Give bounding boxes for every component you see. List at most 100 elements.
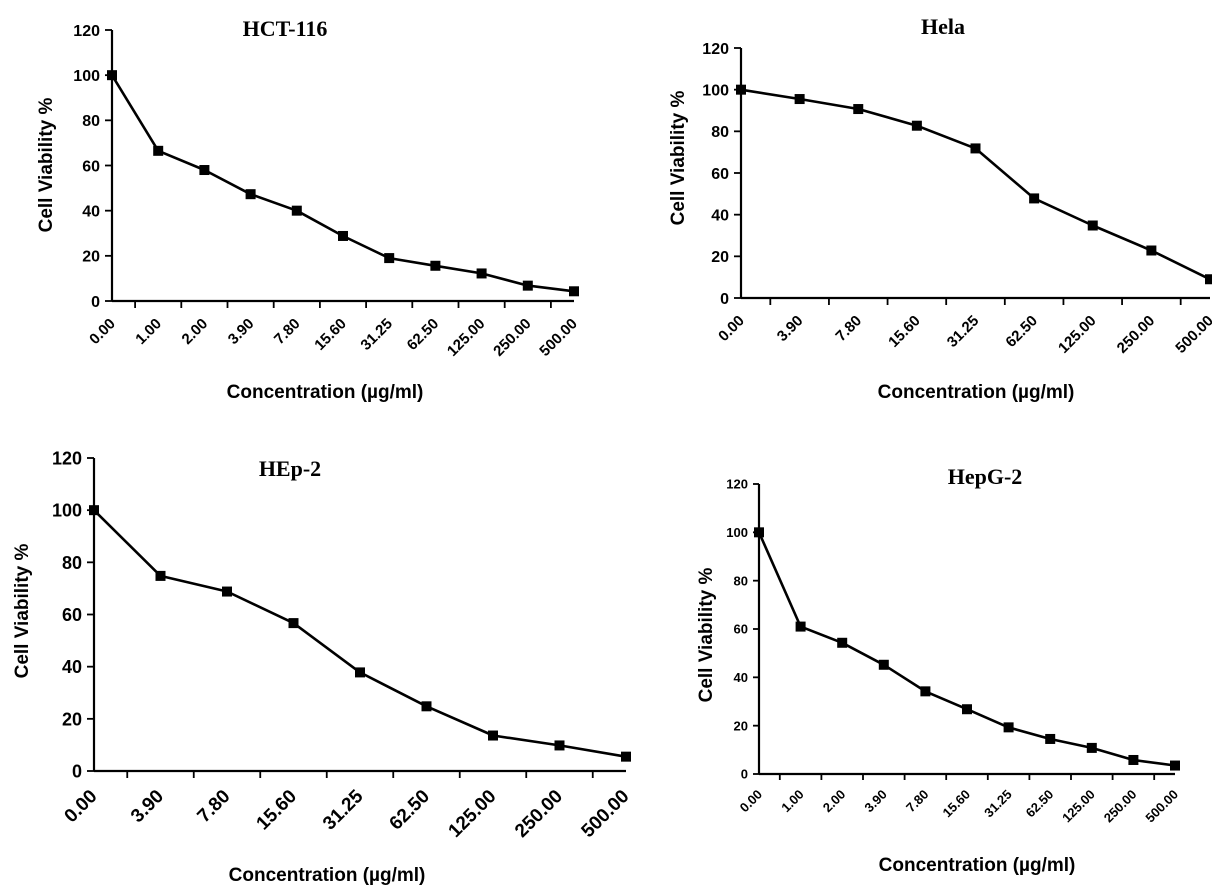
data-point (1045, 733, 1056, 744)
chart-panel-hep2: 0 20 40 60 80 100 120 0.00 3.90 7.80 15.60 31.25 62.… (12, 448, 634, 885)
x-tick-label: 31.25 (357, 315, 396, 354)
series-line (110, 74, 575, 293)
x-tick-label: 15.60 (311, 315, 350, 354)
x-tick-label: 1.00 (132, 315, 165, 348)
x-tick-label: 0.00 (86, 315, 119, 348)
data-point (1146, 245, 1157, 256)
y-tick-label: 80 (711, 124, 729, 141)
chart-panel-hepg2: 0 20 40 60 80 100 120 0.00 1.00 2.00 3.90 7.80 15.60… (696, 464, 1181, 876)
x-tick-label: 2.00 (820, 787, 849, 816)
x-tick-label: 7.80 (832, 312, 865, 345)
series-line (757, 531, 1176, 767)
x-tick-label: 3.90 (774, 312, 807, 345)
chart-panel-hct116: 0 20 40 60 80 100 120 0.00 1.00 2.00 3.90 7.80 15.60… (36, 16, 581, 403)
y-tick-label: 0 (91, 294, 100, 311)
data-point (795, 621, 806, 632)
data-point (1003, 722, 1014, 733)
data-point (291, 205, 302, 216)
y-tick-label: 80 (734, 573, 748, 588)
data-point (1205, 274, 1212, 285)
x-tick-label: 500.00 (1142, 787, 1181, 826)
data-point (853, 104, 864, 115)
x-tick-label: 250.00 (1101, 787, 1140, 826)
data-point (794, 94, 805, 105)
data-point (1029, 193, 1040, 204)
data-point (911, 120, 922, 131)
data-point (754, 527, 764, 538)
x-axis-label: Concentration (µg/ml) (878, 382, 1075, 403)
y-tick-label: 60 (734, 622, 748, 637)
chart-title: HCT-116 (243, 16, 328, 41)
x-tick-label: 7.80 (271, 315, 304, 348)
data-point (430, 260, 441, 271)
data-point (736, 84, 746, 95)
x-tick-label: 0.00 (715, 312, 748, 345)
x-tick-label: 62.50 (404, 315, 443, 354)
y-tick-label: 60 (82, 158, 100, 175)
x-tick-label: 500.00 (536, 315, 580, 359)
y-tick-label: 100 (726, 525, 748, 540)
x-tick-label: 125.00 (1055, 312, 1099, 356)
data-point (338, 230, 348, 241)
x-tick-label: 125.00 (1059, 787, 1098, 826)
series-line (740, 88, 1211, 281)
x-tick-label: 3.90 (127, 786, 168, 827)
chart-title: HEp-2 (259, 456, 321, 481)
y-tick-label: 0 (72, 761, 82, 781)
data-point (962, 704, 972, 715)
data-point (89, 505, 99, 516)
data-point (153, 145, 164, 156)
x-axis-label: Concentration (µg/ml) (227, 382, 424, 403)
y-tick-label: 120 (702, 41, 729, 58)
data-point (222, 586, 232, 597)
y-tick-label: 20 (711, 249, 729, 266)
y-tick-label: 0 (720, 291, 729, 308)
data-point (920, 686, 931, 697)
x-tick-label: 31.25 (981, 787, 1015, 821)
x-tick-label: 3.90 (861, 787, 890, 816)
data-point (355, 667, 365, 678)
data-point (107, 70, 117, 81)
x-tick-label: 250.00 (490, 315, 534, 359)
data-point (476, 268, 487, 279)
data-point (554, 740, 565, 751)
y-tick-label: 20 (82, 249, 100, 266)
x-tick-label: 250.00 (511, 786, 567, 842)
x-tick-label: 62.50 (1002, 312, 1041, 351)
x-tick-label: 3.90 (225, 315, 258, 348)
y-tick-label: 120 (73, 23, 100, 40)
chart-title: HepG-2 (948, 464, 1023, 489)
y-tick-label: 60 (62, 605, 82, 625)
x-tick-label: 2.00 (179, 315, 212, 348)
y-tick-label: 120 (726, 477, 748, 492)
y-tick-label: 80 (82, 113, 100, 130)
y-tick-label: 0 (741, 767, 748, 782)
x-tick-label: 15.60 (885, 312, 924, 351)
y-tick-label: 100 (52, 501, 82, 521)
x-tick-label: 15.60 (940, 787, 974, 821)
x-tick-label: 500.00 (1172, 312, 1212, 356)
x-tick-label: 62.50 (386, 786, 434, 834)
data-point (155, 570, 166, 581)
data-point (837, 637, 848, 648)
data-point (421, 701, 432, 712)
x-tick-label: 125.00 (445, 786, 501, 842)
data-point (621, 751, 631, 762)
x-tick-label: 1.00 (778, 787, 807, 816)
data-point (1170, 760, 1180, 771)
x-tick-label: 500.00 (578, 786, 634, 842)
x-tick-label: 62.50 (1023, 787, 1057, 821)
data-point (1086, 742, 1097, 753)
y-tick-label: 40 (62, 657, 82, 677)
x-tick-label: 125.00 (444, 315, 488, 359)
y-axis-label: Cell Viability % (668, 90, 689, 225)
data-point (569, 286, 579, 297)
data-point (1128, 754, 1139, 765)
y-tick-label: 80 (62, 553, 82, 573)
y-axis-label: Cell Viability % (696, 567, 717, 702)
data-point (488, 730, 498, 741)
data-point (199, 165, 210, 176)
x-tick-label: 250.00 (1114, 312, 1158, 356)
chart-title: Hela (921, 14, 965, 39)
